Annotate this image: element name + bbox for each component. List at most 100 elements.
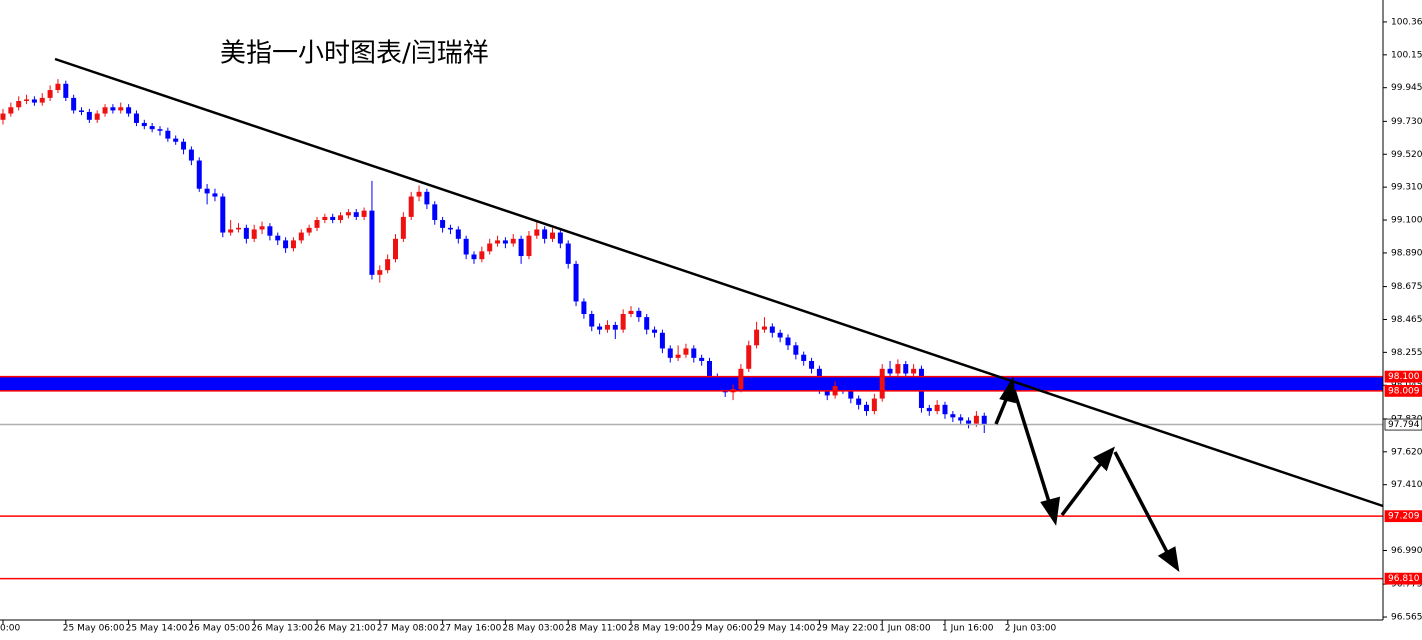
candle-body [581, 301, 587, 314]
candle-body [659, 332, 665, 349]
candle-body [157, 129, 163, 131]
level-label-box [1384, 384, 1422, 397]
candle-body [620, 313, 626, 330]
candle-body [126, 107, 132, 114]
arrow-head [1093, 446, 1115, 472]
candle-body [918, 368, 924, 408]
candle-body [361, 210, 367, 217]
candle-body [644, 317, 650, 330]
candle-body [212, 193, 218, 197]
x-tick-label: 27 May 16:00 [440, 624, 502, 634]
candle-body [86, 111, 92, 120]
candle-body [950, 414, 956, 418]
y-tick-label: 98.255 [1391, 348, 1422, 358]
candle-body [652, 329, 658, 333]
candle-body [714, 376, 720, 385]
axes: 100.365 100.155 99.945 99.730 99.520 99.310 99… [0, 17, 1422, 634]
arrow-head [1157, 546, 1180, 572]
candle-body [958, 417, 964, 421]
x-tick-label: 26 May 13:00 [251, 624, 313, 634]
candle-body [455, 229, 461, 239]
candle-body [761, 326, 767, 330]
y-tick-label: 98.465 [1391, 315, 1422, 325]
y-tick-label: 98.890 [1391, 248, 1422, 258]
level-label: 96.810 [1388, 574, 1420, 584]
x-tick-label: 0:00 [0, 624, 20, 634]
candle-body [471, 254, 477, 260]
x-tick-label: 29 May 14:00 [754, 624, 816, 634]
candle-body [345, 212, 351, 216]
candle-body [39, 97, 45, 103]
candle-body [251, 229, 257, 239]
candle-body [353, 212, 359, 217]
level-label: 98.100 [1388, 372, 1420, 382]
arrow [1012, 389, 1052, 506]
y-tick-label: 96.565 [1391, 613, 1422, 623]
y-tick-label: 99.100 [1391, 216, 1422, 226]
x-tick-label: 28 May 19:00 [628, 624, 690, 634]
plot-area [0, 79, 1383, 580]
candle-body [188, 149, 194, 161]
candle-body [314, 220, 320, 228]
candle-body [981, 415, 987, 425]
x-tick-label: 28 May 03:00 [502, 624, 564, 634]
candle-body [848, 389, 854, 399]
candle-body [691, 348, 697, 358]
candle-body [542, 229, 548, 239]
candle-body [63, 83, 69, 98]
x-tick-label: 29 May 06:00 [691, 624, 753, 634]
candle-body [526, 235, 532, 257]
y-tick-label: 99.730 [1391, 117, 1422, 127]
candle-body [895, 364, 901, 374]
candle-body [879, 368, 885, 399]
candle-body [911, 368, 917, 374]
candle-body [636, 310, 642, 318]
candle-body [447, 227, 453, 230]
candle-body [110, 107, 116, 111]
x-tick-label: 27 May 08:00 [377, 624, 439, 634]
candle-body [236, 227, 241, 230]
candle-body [24, 99, 30, 102]
y-tick-label: 97.620 [1391, 447, 1422, 457]
candle-body [824, 389, 830, 396]
candle-body [604, 324, 610, 330]
candle-body [463, 238, 469, 255]
x-tick-label: 1 Jun 16:00 [942, 624, 994, 634]
candle-body [487, 243, 493, 252]
candle-body [934, 404, 940, 412]
candle-body [440, 220, 446, 228]
x-tick-label: 29 May 22:00 [816, 624, 878, 634]
candle-body [400, 216, 406, 239]
candle-body [769, 326, 775, 333]
candle-body [550, 232, 555, 239]
candle-body [510, 238, 516, 244]
y-tick-label: 96.990 [1391, 546, 1422, 556]
projection-arrows [994, 376, 1180, 572]
candle-body [424, 191, 430, 205]
candle-body [393, 238, 398, 260]
candle-body [220, 196, 226, 233]
candle-body [377, 270, 383, 275]
candle-body [102, 107, 108, 114]
arrow [1113, 451, 1170, 555]
x-tick-label: 1 Jun 08:00 [879, 624, 931, 634]
candle-body [408, 196, 414, 217]
candle-body [79, 110, 84, 112]
candle-body [283, 240, 289, 249]
candle-body [809, 360, 815, 369]
x-tick-label: 25 May 06:00 [63, 624, 125, 634]
candle-body [31, 99, 37, 103]
level-label-box [1384, 572, 1422, 585]
candle-body [801, 354, 807, 361]
candle-body [793, 345, 799, 355]
zone-band [0, 376, 1383, 391]
candle-body [565, 243, 571, 264]
candle-body [707, 360, 712, 377]
candle-body [942, 404, 948, 415]
candle-body [133, 113, 139, 123]
candle-body [369, 210, 375, 275]
candle-body [55, 83, 61, 91]
y-tick-label: 98.675 [1391, 282, 1422, 292]
y-tick-label: 99.310 [1391, 183, 1422, 193]
